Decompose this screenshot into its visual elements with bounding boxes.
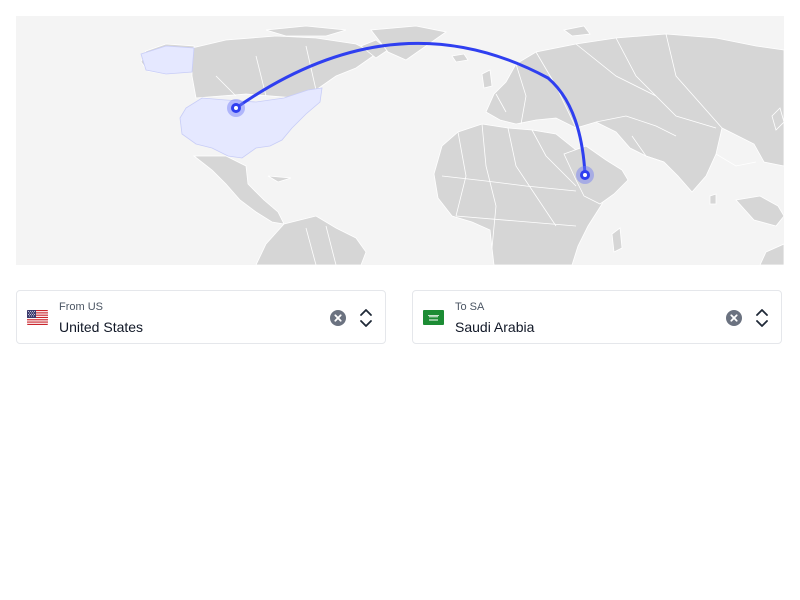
alaska-highlight	[140, 45, 195, 75]
iceland	[451, 53, 469, 63]
chevron-up-down-icon	[360, 309, 372, 327]
to-country-text: To SA Saudi Arabia	[455, 301, 534, 336]
country-borders	[215, 33, 757, 265]
from-toggle-button[interactable]	[359, 308, 373, 328]
arctic-islands	[265, 25, 347, 37]
close-circle-icon	[726, 310, 742, 326]
japan	[771, 107, 784, 131]
south-america-region	[255, 215, 367, 265]
world-map	[140, 25, 784, 265]
from-country-select[interactable]: From US United States	[16, 290, 386, 344]
africa-region	[433, 123, 607, 265]
svalbard	[563, 25, 591, 37]
route-arc	[234, 41, 587, 176]
route-map	[16, 16, 784, 265]
canada-region	[191, 35, 377, 99]
to-clear-button[interactable]	[726, 310, 742, 326]
to-country-value: Saudi Arabia	[455, 319, 535, 335]
us-flag-icon	[27, 310, 48, 325]
from-caption: From US	[59, 301, 103, 313]
sri-lanka	[709, 193, 717, 205]
from-country-text: From US United States	[59, 301, 143, 336]
madagascar	[611, 227, 623, 253]
destination-marker	[576, 166, 594, 184]
arabia-region	[563, 145, 629, 205]
uk	[481, 69, 493, 89]
mexico-region	[192, 155, 285, 225]
united-states-highlight	[179, 87, 323, 159]
chevron-up-down-icon	[756, 309, 768, 327]
origin-marker	[227, 99, 245, 117]
to-toggle-button[interactable]	[755, 308, 769, 328]
australia-top	[759, 243, 784, 265]
to-caption: To SA	[455, 301, 485, 313]
from-clear-button[interactable]	[330, 310, 346, 326]
to-country-select[interactable]: To SA Saudi Arabia	[412, 290, 782, 344]
caribbean-islands	[267, 175, 292, 183]
se-asia-islands	[735, 195, 784, 227]
close-circle-icon	[330, 310, 346, 326]
sa-flag-icon	[423, 310, 444, 325]
land-masses	[140, 25, 784, 265]
from-country-value: United States	[59, 319, 144, 335]
